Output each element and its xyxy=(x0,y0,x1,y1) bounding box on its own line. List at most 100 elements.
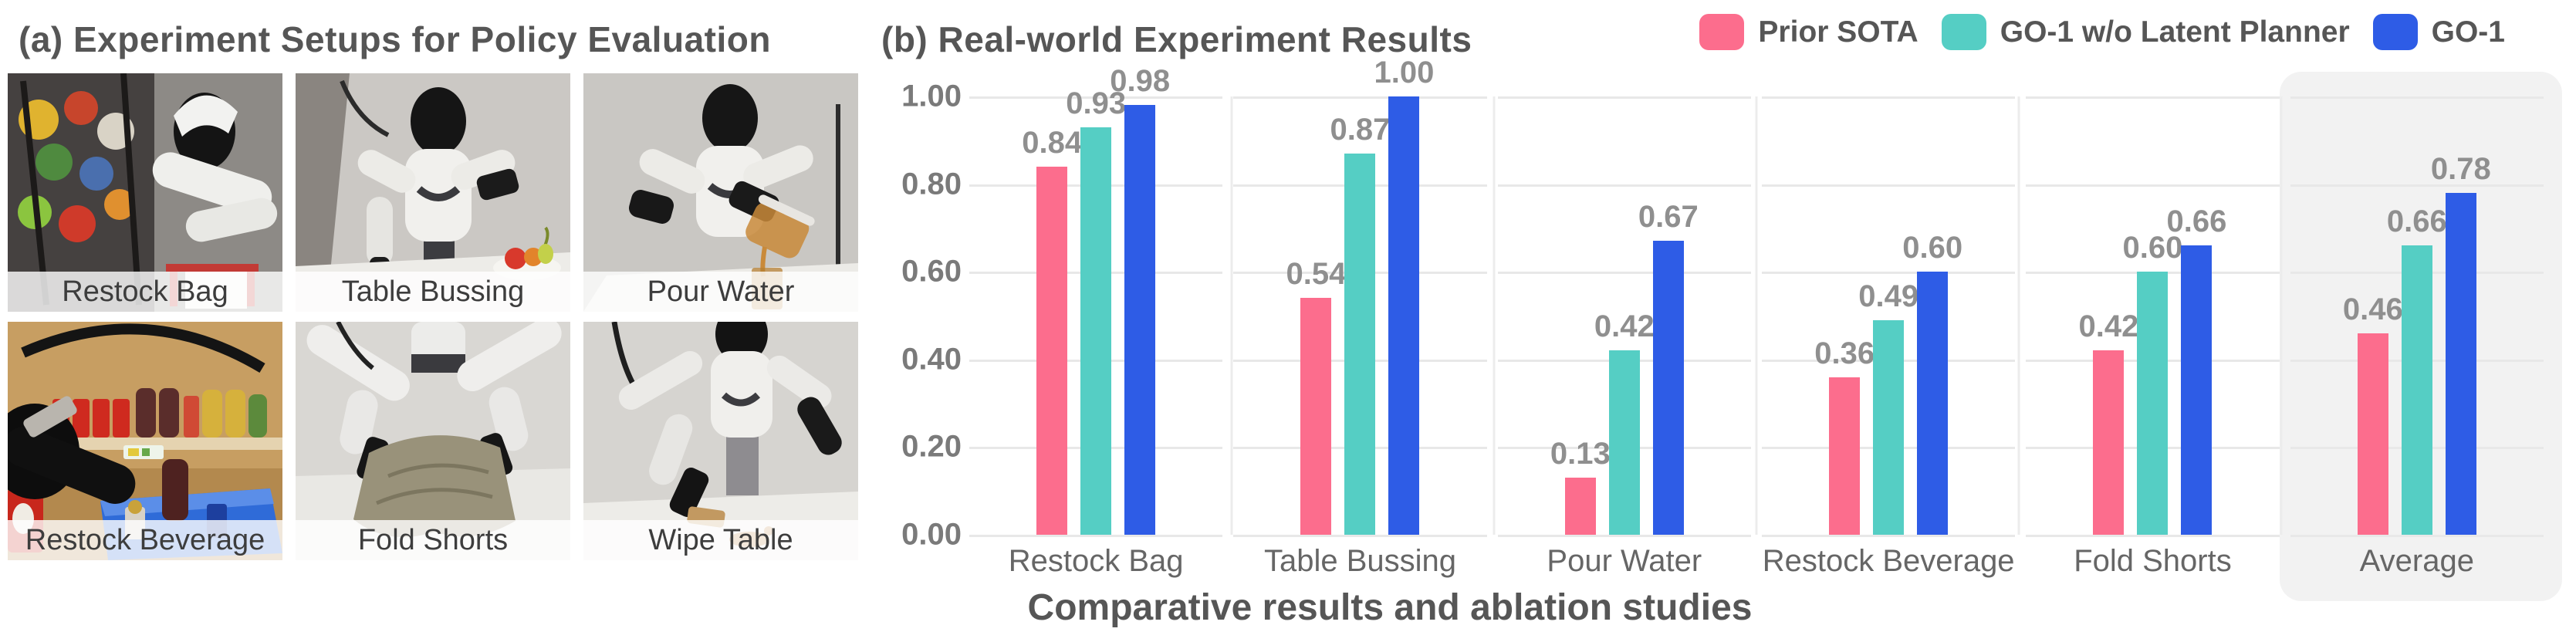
bar-wrapper: 0.84 xyxy=(1022,126,1082,535)
gridline xyxy=(1761,272,2016,275)
bar-value-label: 0.93 xyxy=(1066,86,1127,120)
bar xyxy=(1917,272,1949,535)
photo-label: Restock Bag xyxy=(8,272,282,312)
category-label: Pour Water xyxy=(1547,544,1702,578)
bar xyxy=(1124,105,1156,535)
y-tick-label: 0.40 xyxy=(901,342,962,377)
bar-wrapper: 1.00 xyxy=(1374,56,1434,535)
bar-wrapper: 0.78 xyxy=(2431,152,2491,535)
bar-wrapper: 0.54 xyxy=(1286,257,1346,535)
gridline xyxy=(1761,184,2016,187)
chart-panel: 0.84 0.93 0.98 Restock Bag xyxy=(969,64,1223,578)
photo-restock-bag: Restock Bag xyxy=(8,73,282,312)
gridline xyxy=(1497,184,1751,187)
bar-value-label: 0.36 xyxy=(1814,336,1875,370)
photo-grid: Restock Bag Tabl xyxy=(8,73,858,560)
gridline xyxy=(1497,535,1751,537)
category-label: Fold Shorts xyxy=(2074,544,2232,578)
y-tick-label: 0.60 xyxy=(901,254,962,289)
bar-group: 0.36 0.49 0.60 xyxy=(1762,96,2015,535)
bar xyxy=(1388,96,1420,535)
gridline xyxy=(1761,96,2016,99)
photo-label: Pour Water xyxy=(583,272,858,312)
panel-a-title: (a) Experiment Setups for Policy Evaluat… xyxy=(19,19,771,59)
panel-separator xyxy=(2280,96,2283,535)
bar-value-label: 0.87 xyxy=(1330,112,1391,147)
category-label: Average xyxy=(2359,544,2474,578)
bar-wrapper: 0.67 xyxy=(1638,200,1699,535)
legend: Prior SOTA GO-1 w/o Latent Planner GO-1 xyxy=(1699,14,2505,50)
bar-wrapper: 0.49 xyxy=(1858,279,1918,535)
category-label: Restock Bag xyxy=(1008,544,1184,578)
bar-group: 0.54 0.87 1.00 xyxy=(1233,56,1486,535)
photo-label: Restock Beverage xyxy=(8,520,282,560)
bar xyxy=(1652,241,1684,535)
bar-value-label: 0.84 xyxy=(1022,125,1083,160)
bar-wrapper: 0.42 xyxy=(2079,309,2138,535)
bar xyxy=(2401,245,2432,535)
bar-value-label: 0.46 xyxy=(2342,292,2403,326)
y-tick-label: 0.00 xyxy=(901,517,962,552)
gridline xyxy=(1233,96,1487,99)
bar xyxy=(1829,377,1861,535)
gridline xyxy=(1497,272,1751,275)
gridline xyxy=(2290,535,2544,537)
chart-plot: 0.84 0.93 0.98 Restock Bag 0.54 0.87 1.00 Table… xyxy=(969,56,2562,601)
chart-panel: 0.54 0.87 1.00 Table Bussing xyxy=(1233,56,1487,578)
legend-swatch-go1-wo-latent-planner xyxy=(1941,14,1986,50)
bar xyxy=(2445,192,2476,535)
bar-wrapper: 0.66 xyxy=(2387,204,2447,535)
category-label: Table Bussing xyxy=(1263,544,1457,578)
bar-group: 0.46 0.66 0.78 xyxy=(2290,96,2544,535)
chart-panel: 0.42 0.60 0.66 Fold Shorts xyxy=(2026,96,2280,578)
category-label: Restock Beverage xyxy=(1762,544,2015,578)
legend-swatch-go1 xyxy=(2372,14,2418,50)
panel-separator xyxy=(2017,96,2020,535)
scene-illustration xyxy=(296,73,570,312)
bar-wrapper: 0.66 xyxy=(2167,204,2226,535)
gridline xyxy=(1761,535,2016,537)
bar-value-label: 0.42 xyxy=(2078,309,2139,344)
gridline xyxy=(2290,184,2544,187)
legend-label: Prior SOTA xyxy=(1758,15,1918,49)
legend-label: GO-1 w/o Latent Planner xyxy=(2000,15,2350,49)
bar-value-label: 0.49 xyxy=(1858,279,1919,313)
bar-value-label: 0.66 xyxy=(2386,204,2447,239)
y-tick-label: 0.80 xyxy=(901,167,962,201)
bar xyxy=(1564,478,1596,535)
panel-separator xyxy=(1755,96,1758,535)
gridline xyxy=(2026,184,2280,187)
bar-wrapper: 0.93 xyxy=(1066,86,1126,535)
bar-group: 0.13 0.42 0.67 xyxy=(1498,96,1751,535)
photo-pour-water: Pour Water xyxy=(583,73,858,312)
figure-caption: Comparative results and ablation studies xyxy=(1027,587,1753,628)
y-tick-label: 1.00 xyxy=(901,79,962,113)
legend-item-go1: GO-1 xyxy=(2372,14,2505,50)
gridline xyxy=(1497,96,1751,99)
bar xyxy=(2181,245,2213,535)
bar-value-label: 0.66 xyxy=(2166,204,2227,239)
panel-separator xyxy=(1493,96,1496,535)
bar-value-label: 1.00 xyxy=(1374,56,1435,90)
gridline xyxy=(2026,535,2280,537)
legend-label: GO-1 xyxy=(2431,15,2505,49)
photo-fold-shorts: Fold Shorts xyxy=(296,322,570,560)
photo-label: Fold Shorts xyxy=(296,520,570,560)
gridline xyxy=(1233,535,1487,537)
bar xyxy=(1344,153,1376,535)
bar-value-label: 0.60 xyxy=(1902,231,1963,265)
y-tick-label: 0.20 xyxy=(901,429,962,464)
bar-wrapper: 0.60 xyxy=(1902,231,1962,535)
bar-value-label: 0.60 xyxy=(2122,231,2183,265)
bar-value-label: 0.13 xyxy=(1550,437,1611,471)
panel-b-title: (b) Real-world Experiment Results xyxy=(881,19,1472,59)
bar-wrapper: 0.87 xyxy=(1330,113,1390,535)
y-axis: 0.00 0.20 0.40 0.60 0.80 1.00 xyxy=(787,79,962,552)
bar xyxy=(2357,333,2388,535)
bar xyxy=(1873,319,1905,535)
photo-label: Table Bussing xyxy=(296,272,570,312)
bar-value-label: 0.98 xyxy=(1110,64,1171,99)
gridline xyxy=(2290,96,2544,99)
chart-panel: 0.13 0.42 0.67 Pour Water xyxy=(1497,96,1751,578)
